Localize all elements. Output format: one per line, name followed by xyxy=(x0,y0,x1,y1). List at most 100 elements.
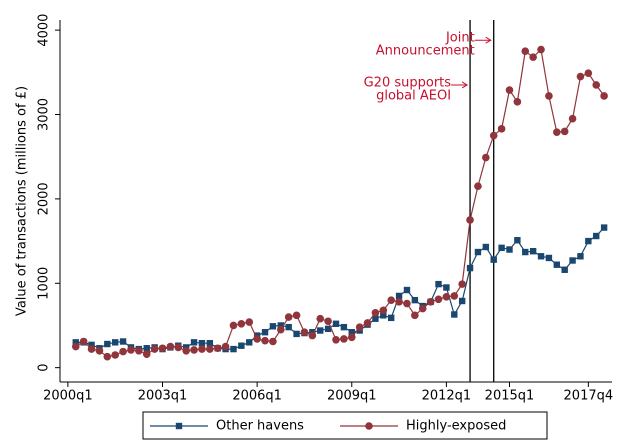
marker xyxy=(316,314,325,323)
marker xyxy=(497,125,506,133)
marker xyxy=(371,309,380,317)
marker xyxy=(585,237,592,245)
annotation: Joint xyxy=(445,31,475,46)
marker xyxy=(458,297,466,305)
marker xyxy=(561,266,568,273)
legend: Other havens Highly-exposed xyxy=(142,411,548,440)
y-tick-label: 0 xyxy=(37,364,52,372)
marker xyxy=(560,127,569,136)
marker xyxy=(269,323,277,330)
marker xyxy=(229,321,238,330)
marker xyxy=(238,342,245,349)
marker xyxy=(88,341,95,349)
marker xyxy=(403,299,411,308)
marker xyxy=(245,318,254,326)
marker xyxy=(190,346,198,354)
marker xyxy=(308,331,317,340)
marker xyxy=(490,256,497,263)
y-tick-label: 1000 xyxy=(37,267,52,300)
marker xyxy=(332,320,340,327)
marker xyxy=(246,339,253,346)
marker xyxy=(584,69,593,77)
x-tick-label: 2000q1 xyxy=(43,389,93,404)
marker xyxy=(112,339,119,346)
marker xyxy=(285,323,292,331)
marker xyxy=(277,322,284,329)
marker xyxy=(505,86,514,94)
marker xyxy=(395,298,403,306)
marker xyxy=(388,314,395,322)
x-tick-label: 2003q1 xyxy=(138,389,188,404)
marker xyxy=(379,306,388,315)
marker xyxy=(355,323,364,331)
marker xyxy=(600,92,608,100)
marker xyxy=(135,346,143,355)
marker xyxy=(482,153,490,162)
marker xyxy=(332,336,340,344)
marker xyxy=(230,345,237,353)
marker xyxy=(442,292,451,301)
marker xyxy=(498,244,505,252)
marker xyxy=(72,339,79,346)
marker xyxy=(545,92,553,100)
marker xyxy=(300,328,309,337)
annotation-arrowhead xyxy=(485,36,492,44)
marker xyxy=(380,312,387,319)
annotation: global AEOI xyxy=(376,88,451,103)
marker xyxy=(347,333,356,342)
marker xyxy=(576,72,585,81)
legend-label: Highly-exposed xyxy=(406,419,506,434)
marker xyxy=(435,280,442,288)
marker xyxy=(592,81,601,89)
marker xyxy=(450,292,459,300)
marker xyxy=(111,351,119,359)
legend-marker xyxy=(175,422,183,430)
marker xyxy=(261,336,269,345)
marker xyxy=(158,344,167,353)
marker xyxy=(529,53,537,61)
marker xyxy=(87,345,96,353)
marker xyxy=(317,327,324,334)
marker xyxy=(522,248,529,256)
marker xyxy=(324,317,332,326)
legend-label: Other havens xyxy=(216,419,304,434)
marker xyxy=(119,347,127,356)
series-line xyxy=(75,48,605,358)
y-tick-label: 4000 xyxy=(37,14,52,47)
marker xyxy=(71,342,80,351)
y-tick-label: 2000 xyxy=(37,182,52,215)
marker xyxy=(142,350,151,358)
marker xyxy=(513,98,522,106)
marker xyxy=(418,304,427,313)
marker xyxy=(293,330,300,338)
marker xyxy=(269,337,277,346)
marker xyxy=(213,344,222,353)
marker xyxy=(466,264,474,272)
x-tick-label: 2009q1 xyxy=(327,389,377,404)
marker xyxy=(600,224,608,231)
annotation: G20 supports xyxy=(364,75,452,90)
marker xyxy=(577,253,584,260)
marker xyxy=(458,280,466,288)
marker xyxy=(119,338,127,345)
marker xyxy=(253,335,261,343)
marker xyxy=(395,292,403,300)
marker xyxy=(553,261,560,268)
marker xyxy=(537,45,545,54)
marker xyxy=(553,128,561,137)
marker xyxy=(593,232,600,240)
marker xyxy=(529,248,537,255)
marker xyxy=(451,311,458,318)
marker xyxy=(221,342,230,351)
x-tick-label: 2006q1 xyxy=(232,389,282,404)
marker xyxy=(514,237,521,244)
marker xyxy=(363,319,372,327)
marker xyxy=(206,339,214,347)
marker xyxy=(443,284,450,291)
marker xyxy=(150,345,159,353)
marker xyxy=(348,329,355,336)
marker xyxy=(506,246,513,253)
marker xyxy=(569,257,576,264)
marker xyxy=(387,296,396,304)
